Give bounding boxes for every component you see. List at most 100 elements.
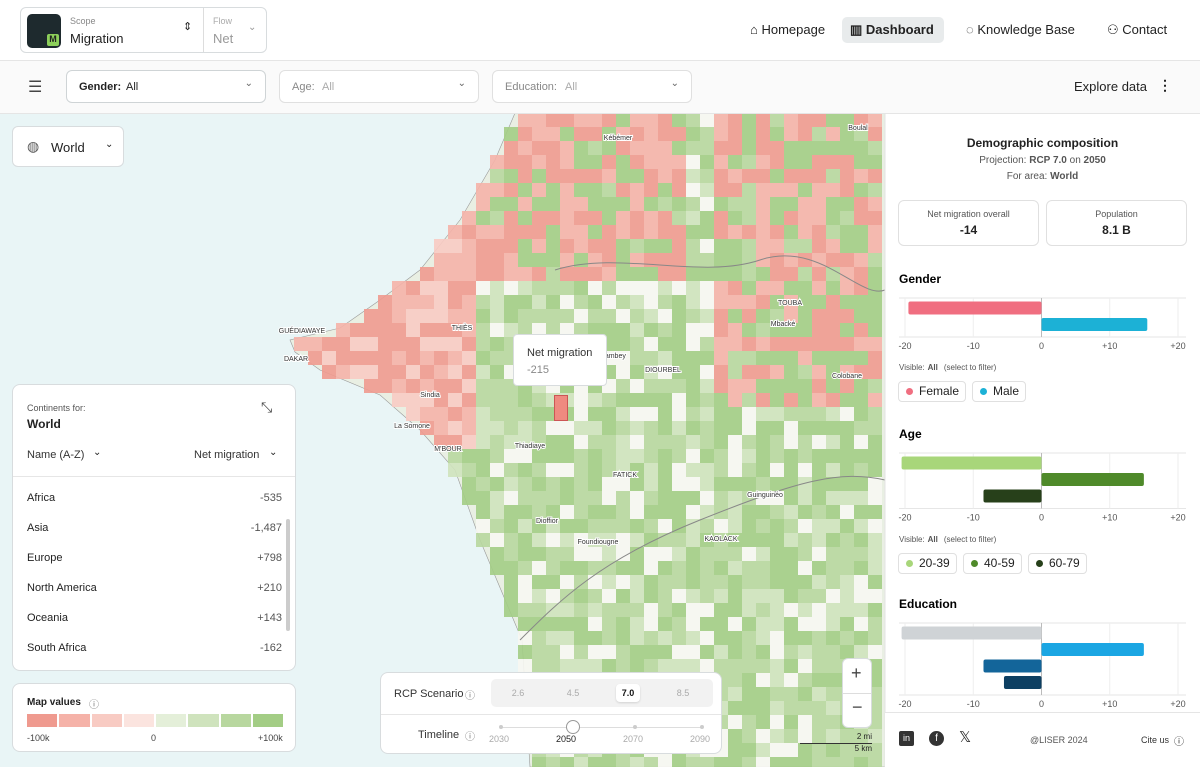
rcp-option[interactable]: 7.0 (616, 684, 640, 702)
zoom-out[interactable]: − (852, 697, 863, 717)
scope-selector[interactable]: M Scope Migration ⇕ Flow Net ⌄ (20, 7, 267, 53)
map-cell (602, 127, 616, 141)
map-cell (728, 239, 742, 253)
scope-value: Migration (70, 31, 124, 46)
continent-value: +798 (257, 552, 282, 564)
map-cell (644, 561, 658, 575)
map-cell (784, 239, 798, 253)
nav-item[interactable]: ⌂ Homepage (750, 22, 826, 37)
explore-data[interactable]: Explore data (1074, 79, 1147, 94)
sort-value[interactable]: Net migration (194, 449, 260, 461)
visible-hint: (select to filter) (943, 363, 997, 372)
map-cell (504, 463, 518, 477)
map-cell (868, 365, 882, 379)
map-cell (700, 477, 714, 491)
timeline-dot[interactable] (633, 725, 637, 729)
map-cell (840, 575, 854, 589)
map-cell (700, 393, 714, 407)
map-cell (588, 561, 602, 575)
map-cell (672, 547, 686, 561)
timeline-dot[interactable] (566, 720, 580, 734)
nav-item[interactable]: ⚇ Contact (1107, 22, 1168, 37)
rcp-option[interactable]: 4.5 (566, 688, 580, 698)
rcp-option[interactable]: 8.5 (676, 688, 690, 698)
scale-bar: 2 mi 5 km (800, 732, 872, 758)
map-cell (532, 589, 546, 603)
hovered-cell[interactable] (554, 395, 568, 421)
map-cell (812, 337, 826, 351)
filter-education[interactable]: Education: All ⌄ (492, 70, 692, 103)
map-cell (616, 505, 630, 519)
timeline-option[interactable]: 2030 (489, 734, 510, 744)
x-social[interactable]: 𝕏 (959, 729, 972, 746)
map-cell (546, 575, 560, 589)
map-cell (364, 365, 378, 379)
map-cell (616, 379, 630, 393)
menu-icon[interactable]: ☰ (28, 79, 43, 96)
legend-chip[interactable]: Male (972, 381, 1027, 402)
filter-gender[interactable]: Gender: All ⌄ (66, 70, 266, 103)
map-cell (728, 533, 742, 547)
map-cell (742, 197, 756, 211)
x-tick-label: 0 (1039, 341, 1044, 351)
map-cell (868, 309, 882, 323)
nav-item[interactable]: ▥ Dashboard (842, 17, 944, 43)
map-cell (518, 589, 532, 603)
map-cell (602, 477, 616, 491)
legend-chip[interactable]: 20-39 (898, 552, 957, 574)
map-cell (756, 603, 770, 617)
zoom-in[interactable]: + (851, 663, 862, 683)
map-cell (546, 617, 560, 631)
map-cell (770, 491, 784, 505)
map-cell (364, 351, 378, 365)
map-cell (462, 463, 476, 477)
map-cell (686, 617, 700, 631)
map-cell (658, 603, 672, 617)
map-cell (798, 645, 812, 659)
map-cell (812, 617, 826, 631)
map-cell (868, 197, 882, 211)
map-cell (308, 351, 322, 365)
map-cell (784, 701, 798, 715)
map-cell (812, 435, 826, 449)
legend-chip[interactable]: 60-79 (1028, 552, 1087, 574)
sort-name[interactable]: Name (A-Z) (27, 449, 85, 461)
timeline-dot[interactable] (499, 725, 503, 729)
linkedin[interactable]: in (899, 731, 914, 746)
map-cell (504, 491, 518, 505)
map-cell (630, 351, 644, 365)
map-cell (490, 197, 504, 211)
region-selector[interactable]: ◍ World ⌄ (12, 126, 124, 167)
cite-us[interactable]: Cite us (1141, 735, 1170, 745)
timeline-option[interactable]: 2090 (690, 734, 711, 744)
facebook[interactable]: f (929, 731, 944, 746)
timeline-option[interactable]: 2050 (556, 734, 577, 744)
map-cell (686, 407, 700, 421)
map-cell (294, 337, 308, 351)
map-cell (574, 491, 588, 505)
map-cell (756, 351, 770, 365)
collapse-icon[interactable]: ⤡ (261, 399, 273, 415)
map-cell (434, 379, 448, 393)
timeline-option[interactable]: 2070 (623, 734, 644, 744)
map-cell (658, 169, 672, 183)
legend-chip[interactable]: Female (898, 381, 967, 402)
nav-item[interactable]: ◌ Knowledge Base (966, 22, 1075, 37)
bar (983, 659, 1042, 673)
map-cell (602, 183, 616, 197)
legend-chip[interactable]: 40-59 (963, 552, 1022, 574)
map-cell (658, 295, 672, 309)
filter-age[interactable]: Age: All ⌄ (279, 70, 479, 103)
map-cell (378, 379, 392, 393)
timeline-dot[interactable] (700, 725, 704, 729)
map-cell (434, 323, 448, 337)
map-cell (434, 407, 448, 421)
map-cell (812, 561, 826, 575)
map-cell (742, 673, 756, 687)
map-cell (798, 421, 812, 435)
map-cell (364, 337, 378, 351)
map-cell (658, 379, 672, 393)
rcp-option[interactable]: 2.6 (511, 688, 525, 698)
map-cell (658, 253, 672, 267)
map-cell (756, 575, 770, 589)
